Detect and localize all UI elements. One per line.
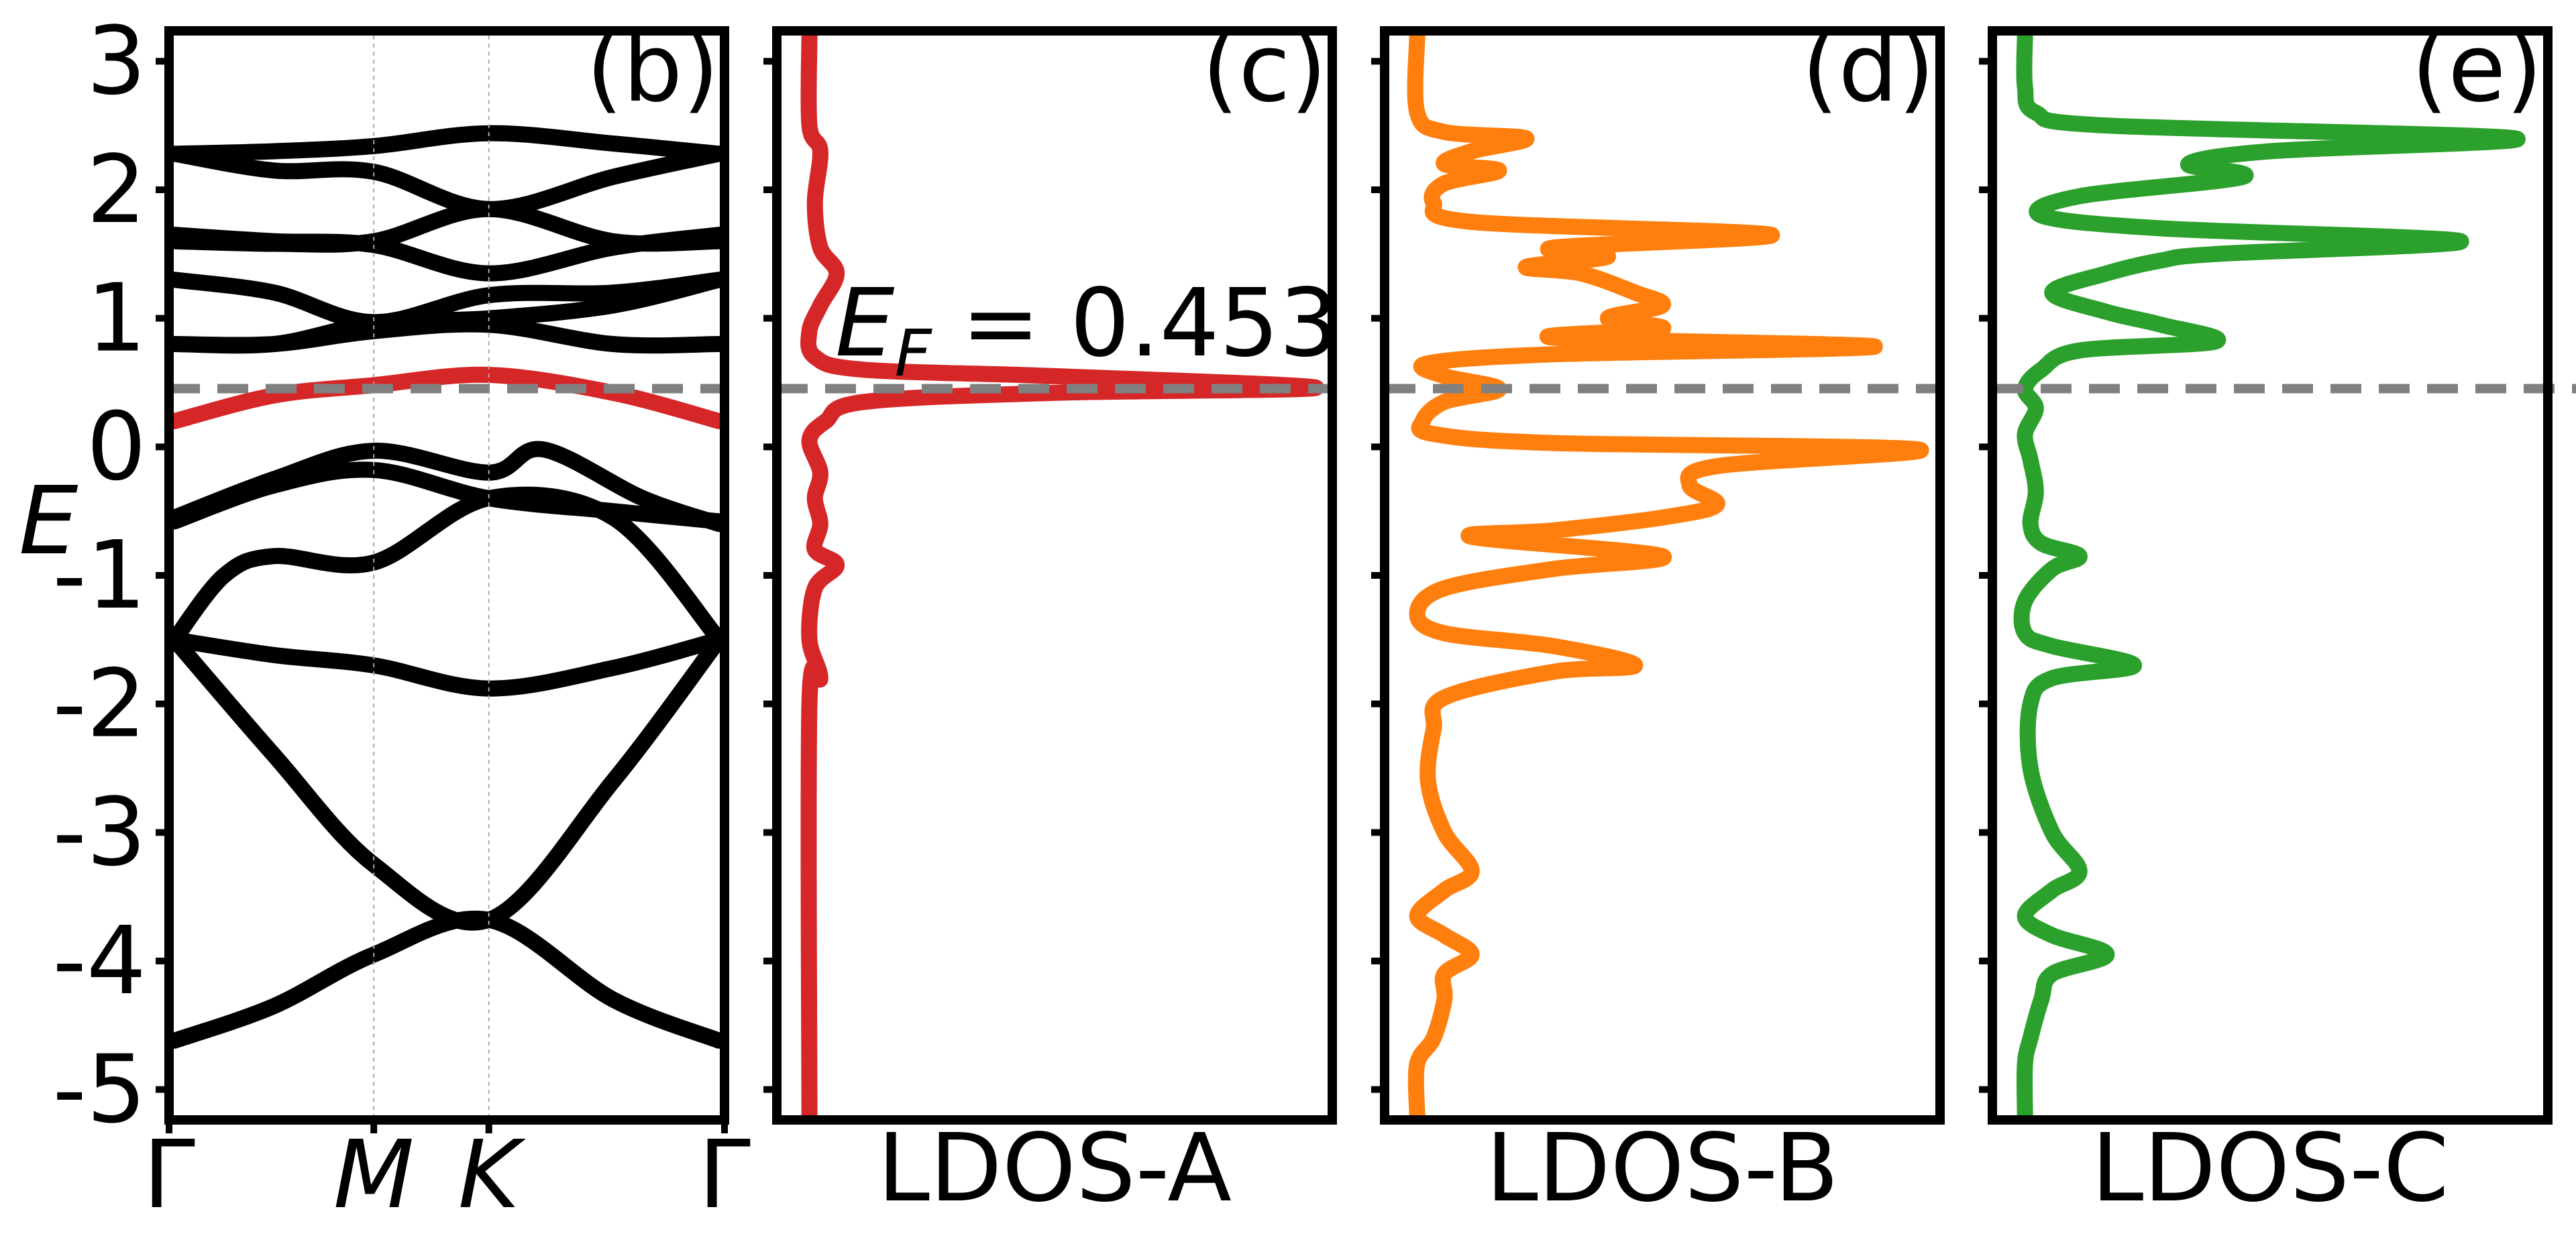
band-curve — [166, 441, 727, 532]
band-curves — [166, 125, 727, 1049]
band-curve — [166, 272, 727, 331]
y-tick-label: -2 — [52, 650, 146, 759]
band-curve — [166, 272, 727, 354]
x-axis-label-e: LDOS-C — [2091, 1114, 2449, 1223]
panel-label-b: (b) — [586, 14, 719, 123]
y-tick-label: 1 — [87, 264, 146, 374]
y-tick-label: 3 — [87, 7, 146, 116]
band-curve — [166, 486, 727, 648]
fermi-energy-annotation: EF = 0.453 — [835, 269, 1339, 391]
panel-ldos-a: LDOS-A (c) EF = 0.453 — [763, 14, 1339, 1223]
kpoint-lines — [373, 36, 490, 1115]
x-tick-label: M — [333, 1121, 415, 1230]
y-tick-label: -5 — [52, 1035, 146, 1145]
ldos-b-curve — [1407, 27, 1929, 1123]
plot-frame-c — [772, 26, 1337, 1125]
x-axis-label-d: LDOS-B — [1486, 1114, 1839, 1223]
x-tick-label: Γ — [698, 1121, 751, 1230]
y-ticks-c — [763, 58, 777, 1093]
ldos-curve — [2013, 27, 2526, 1123]
fermi-symbol: E — [835, 269, 895, 378]
fermi-band-curve — [166, 366, 727, 429]
fermi-subscript: F — [894, 316, 932, 391]
ldos-curve — [1407, 27, 1929, 1123]
panel-ldos-b: LDOS-B (d) — [1371, 14, 1945, 1223]
y-tick-label: -4 — [52, 907, 146, 1016]
band-curve — [166, 201, 727, 253]
x-axis-label-c: LDOS-A — [877, 1114, 1232, 1223]
panel-label-c: (c) — [1202, 14, 1327, 123]
panel-label-e: (e) — [2412, 14, 2542, 123]
y-tick-label: 0 — [87, 392, 146, 502]
band-curve — [166, 631, 727, 697]
panel-ldos-c: LDOS-C (e) — [1979, 14, 2576, 1223]
band-curve — [166, 146, 727, 217]
band-curve — [166, 631, 727, 931]
panel-label-d: (d) — [1802, 14, 1935, 123]
ldos-a-curve — [800, 27, 1324, 1123]
y-tick-label: 2 — [87, 135, 146, 245]
band-curve — [166, 910, 727, 1049]
ldos-c-curve — [2013, 27, 2526, 1123]
x-tick-label: Γ — [143, 1121, 195, 1230]
y-ticks-d — [1371, 58, 1385, 1093]
x-tick-label: K — [458, 1121, 527, 1230]
y-axis-ticks: 3 2 1 0 -1 -2 -3 -4 -5 — [52, 7, 169, 1145]
y-tick-label: -3 — [52, 778, 146, 887]
y-ticks-e — [1979, 58, 1992, 1093]
y-axis-label: E — [19, 467, 78, 576]
y-tick-label: -1 — [52, 521, 146, 630]
band-curve — [166, 125, 727, 162]
ldos-curve — [800, 27, 1324, 1123]
fermi-value: = 0.453 — [932, 269, 1339, 378]
